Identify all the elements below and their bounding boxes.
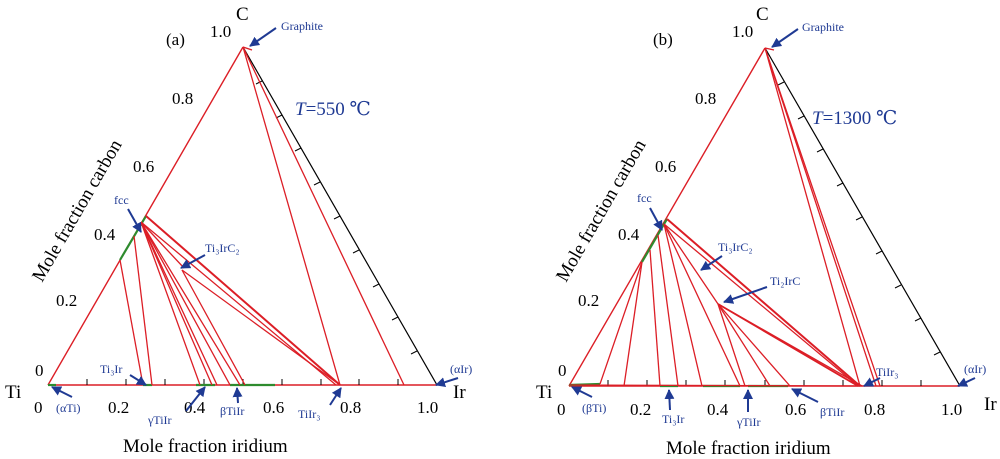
arrow-fcc bbox=[649, 207, 663, 231]
left-tick-0.8: 0.8 bbox=[695, 89, 716, 108]
single-phase-segments bbox=[48, 215, 275, 387]
bottom-axis-label: Mole fraction iridium bbox=[666, 438, 831, 459]
phase-label-ti3ir: Ti₃Ir bbox=[100, 362, 122, 376]
corner-ir-label: Ir bbox=[453, 382, 466, 403]
left-tick-0.6: 0.6 bbox=[655, 157, 676, 176]
left-tick-0.2: 0.2 bbox=[56, 291, 77, 310]
bottom-tick-0.4: 0.4 bbox=[184, 398, 206, 417]
left-tick-0.4: 0.4 bbox=[618, 225, 640, 244]
tie-lines bbox=[119, 46, 405, 386]
temperature-value: =1300 ℃ bbox=[823, 108, 898, 129]
bottom-tick-1.0: 1.0 bbox=[417, 398, 438, 417]
bottom-tick-1.0: 1.0 bbox=[941, 400, 962, 419]
single-phase-segments bbox=[568, 218, 788, 388]
corner-ir-label: Ir bbox=[984, 394, 997, 415]
arrow-beta-tiir bbox=[791, 388, 819, 403]
phase-label-fcc: fcc bbox=[114, 193, 129, 207]
bottom-axis-label: Mole fraction iridium bbox=[123, 436, 288, 457]
temperature-label: T=550 ℃ bbox=[295, 99, 371, 120]
arrow-ti3irc2 bbox=[180, 254, 206, 269]
right-edge-ticks bbox=[777, 81, 941, 356]
phase-label-beta-ti: (βTi) bbox=[582, 401, 606, 415]
bottom-axis-tick-labels: 0 0.2 0.4 0.6 0.8 1.0 bbox=[34, 398, 438, 417]
phase-label-ti2irc: Ti₂IrC bbox=[770, 274, 800, 288]
bottom-tick-0: 0 bbox=[34, 398, 43, 417]
panel-label: (a) bbox=[166, 30, 185, 49]
bottom-tick-0.2: 0.2 bbox=[630, 400, 651, 419]
arrow-tiir3 bbox=[329, 387, 342, 406]
c-ir-edge bbox=[764, 47, 961, 387]
temperature-symbol: T bbox=[812, 108, 824, 129]
phase-labels: Graphite fcc Ti₃IrC₂ Ti₂IrC (βTi) (αIr) … bbox=[582, 20, 986, 429]
right-edge-ticks bbox=[255, 80, 418, 355]
temperature-label: T=1300 ℃ bbox=[812, 108, 897, 129]
left-tick-0.4: 0.4 bbox=[94, 225, 116, 244]
phase-label-tiir3: TiIr₃ bbox=[298, 407, 320, 421]
corner-ti-label: Ti bbox=[5, 382, 21, 403]
arrow-beta-tiir bbox=[232, 387, 243, 404]
arrow-graphite bbox=[771, 28, 799, 48]
arrow-alpha-ir bbox=[435, 377, 459, 388]
phase-labels: Graphite fcc Ti₃IrC₂ (αTi) (αIr) Ti₃Ir γ… bbox=[56, 19, 472, 427]
arrow-alpha-ir bbox=[957, 377, 976, 387]
left-tick-0.6: 0.6 bbox=[133, 157, 154, 176]
bottom-tick-0.4: 0.4 bbox=[707, 400, 729, 419]
phase-label-beta-tiir: βTiIr bbox=[820, 405, 844, 419]
left-tick-1.0: 1.0 bbox=[732, 22, 753, 41]
corner-c-label: C bbox=[756, 4, 769, 25]
arrow-graphite bbox=[249, 27, 277, 47]
left-tick-0: 0 bbox=[558, 361, 567, 380]
panel-label: (b) bbox=[653, 30, 673, 49]
phase-label-tiir3: TiIr₃ bbox=[876, 365, 898, 379]
arrow-tiir3 bbox=[863, 377, 881, 387]
phase-label-graphite: Graphite bbox=[802, 20, 844, 34]
phase-label-alpha-ir: (αIr) bbox=[964, 362, 986, 376]
ternary-panel-b: C Ti Ir (b) 0 0.2 0.4 0.6 0.8 1.0 0 0.2 … bbox=[536, 4, 997, 459]
corner-ti-label: Ti bbox=[536, 382, 552, 403]
phase-label-ti3irc2: Ti₃IrC₂ bbox=[718, 240, 753, 254]
arrow-ti3ir bbox=[129, 374, 147, 386]
annotation-arrows bbox=[571, 28, 976, 412]
annotation-arrows bbox=[51, 27, 459, 412]
bottom-axis-tick-labels: 0 0.2 0.4 0.6 0.8 1.0 bbox=[557, 400, 962, 419]
left-tick-0.8: 0.8 bbox=[172, 89, 193, 108]
arrow-gamma-tiir bbox=[185, 386, 206, 412]
phase-label-gamma-tiir: γTiIr bbox=[147, 413, 172, 427]
left-axis-label: Mole fraction carbon bbox=[552, 136, 651, 286]
phase-label-graphite: Graphite bbox=[281, 19, 323, 33]
phase-label-alpha-ir: (αIr) bbox=[450, 362, 472, 376]
phase-label-gamma-tiir: γTiIr bbox=[736, 415, 761, 429]
left-axis-label: Mole fraction carbon bbox=[28, 136, 127, 286]
phase-label-ti3ir: Ti₃Ir bbox=[662, 412, 684, 426]
arrow-ti2irc bbox=[723, 286, 768, 304]
bottom-tick-0.8: 0.8 bbox=[864, 400, 885, 419]
phase-label-alpha-ti: (αTi) bbox=[56, 401, 81, 415]
arrow-beta-ti bbox=[571, 386, 593, 398]
phase-label-fcc: fcc bbox=[637, 191, 652, 205]
left-tick-1.0: 1.0 bbox=[210, 22, 231, 41]
left-axis-tick-labels: 0 0.2 0.4 0.6 0.8 1.0 bbox=[35, 22, 231, 380]
phase-label-beta-tiir: βTiIr bbox=[220, 404, 244, 418]
left-tick-0.2: 0.2 bbox=[578, 291, 599, 310]
bottom-tick-0.6: 0.6 bbox=[263, 398, 284, 417]
corner-c-label: C bbox=[236, 4, 249, 25]
left-axis-tick-labels: 0 0.2 0.4 0.6 0.8 1.0 bbox=[558, 22, 753, 380]
ternary-panel-a: C Ti Ir (a) 0 0.2 0.4 0.6 0.8 1.0 0 0.2 … bbox=[5, 4, 472, 457]
bottom-tick-0.8: 0.8 bbox=[340, 398, 361, 417]
arrow-ti3irc2 bbox=[700, 255, 723, 271]
arrow-fcc bbox=[127, 208, 142, 233]
ti-c-edge bbox=[568, 47, 766, 387]
bottom-tick-0: 0 bbox=[557, 400, 566, 419]
bottom-tick-0.2: 0.2 bbox=[108, 398, 129, 417]
temperature-value: =550 ℃ bbox=[306, 99, 371, 120]
tie-lines bbox=[568, 47, 881, 387]
bottom-tick-0.6: 0.6 bbox=[785, 400, 806, 419]
arrow-ti3ir bbox=[664, 389, 675, 411]
left-tick-0: 0 bbox=[35, 361, 44, 380]
phase-label-ti3irc2: Ti₃IrC₂ bbox=[205, 241, 240, 255]
temperature-symbol: T bbox=[295, 99, 307, 120]
arrow-alpha-ti bbox=[51, 386, 73, 398]
